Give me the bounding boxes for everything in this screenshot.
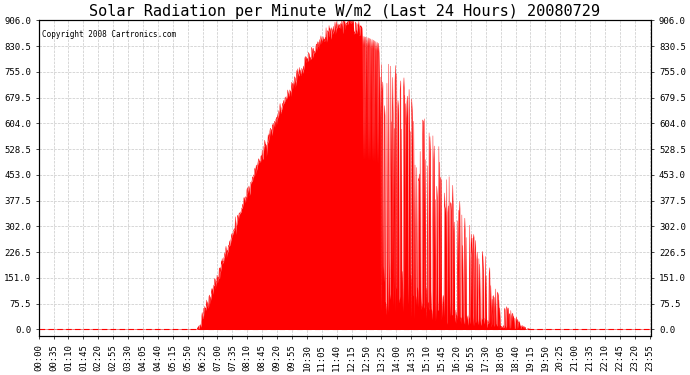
Title: Solar Radiation per Minute W/m2 (Last 24 Hours) 20080729: Solar Radiation per Minute W/m2 (Last 24… bbox=[90, 4, 600, 19]
Text: Copyright 2008 Cartronics.com: Copyright 2008 Cartronics.com bbox=[41, 30, 176, 39]
